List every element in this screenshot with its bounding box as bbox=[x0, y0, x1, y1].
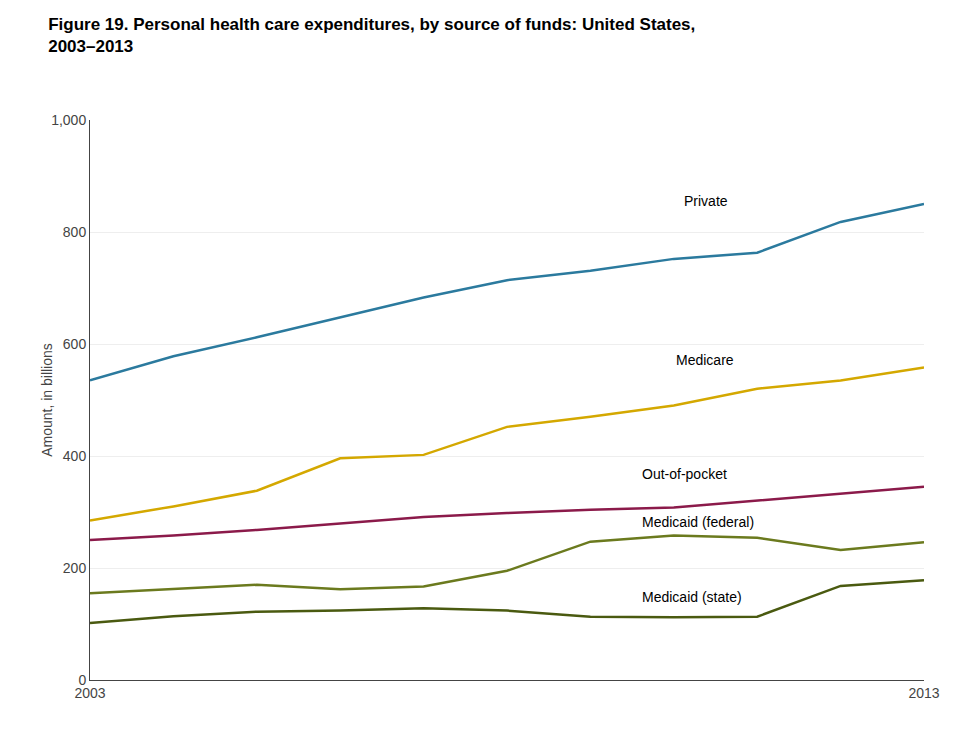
svg-text:Medicaid (state): Medicaid (state) bbox=[642, 589, 742, 605]
svg-text:Medicare: Medicare bbox=[676, 352, 734, 368]
svg-text:800: 800 bbox=[63, 224, 87, 240]
svg-text:Out-of-pocket: Out-of-pocket bbox=[642, 466, 727, 482]
svg-text:0: 0 bbox=[78, 672, 86, 688]
svg-text:2013: 2013 bbox=[908, 685, 939, 701]
svg-text:Medicaid (federal): Medicaid (federal) bbox=[642, 514, 754, 530]
svg-text:1,000: 1,000 bbox=[51, 112, 86, 128]
svg-text:Amount, in billions: Amount, in billions bbox=[39, 343, 55, 457]
svg-text:Private: Private bbox=[684, 193, 728, 209]
svg-text:2003: 2003 bbox=[74, 685, 105, 701]
svg-text:Figure 19. Personal health car: Figure 19. Personal health care expendit… bbox=[48, 15, 695, 56]
svg-text:600: 600 bbox=[63, 336, 87, 352]
svg-text:200: 200 bbox=[63, 560, 87, 576]
svg-text:400: 400 bbox=[63, 448, 87, 464]
